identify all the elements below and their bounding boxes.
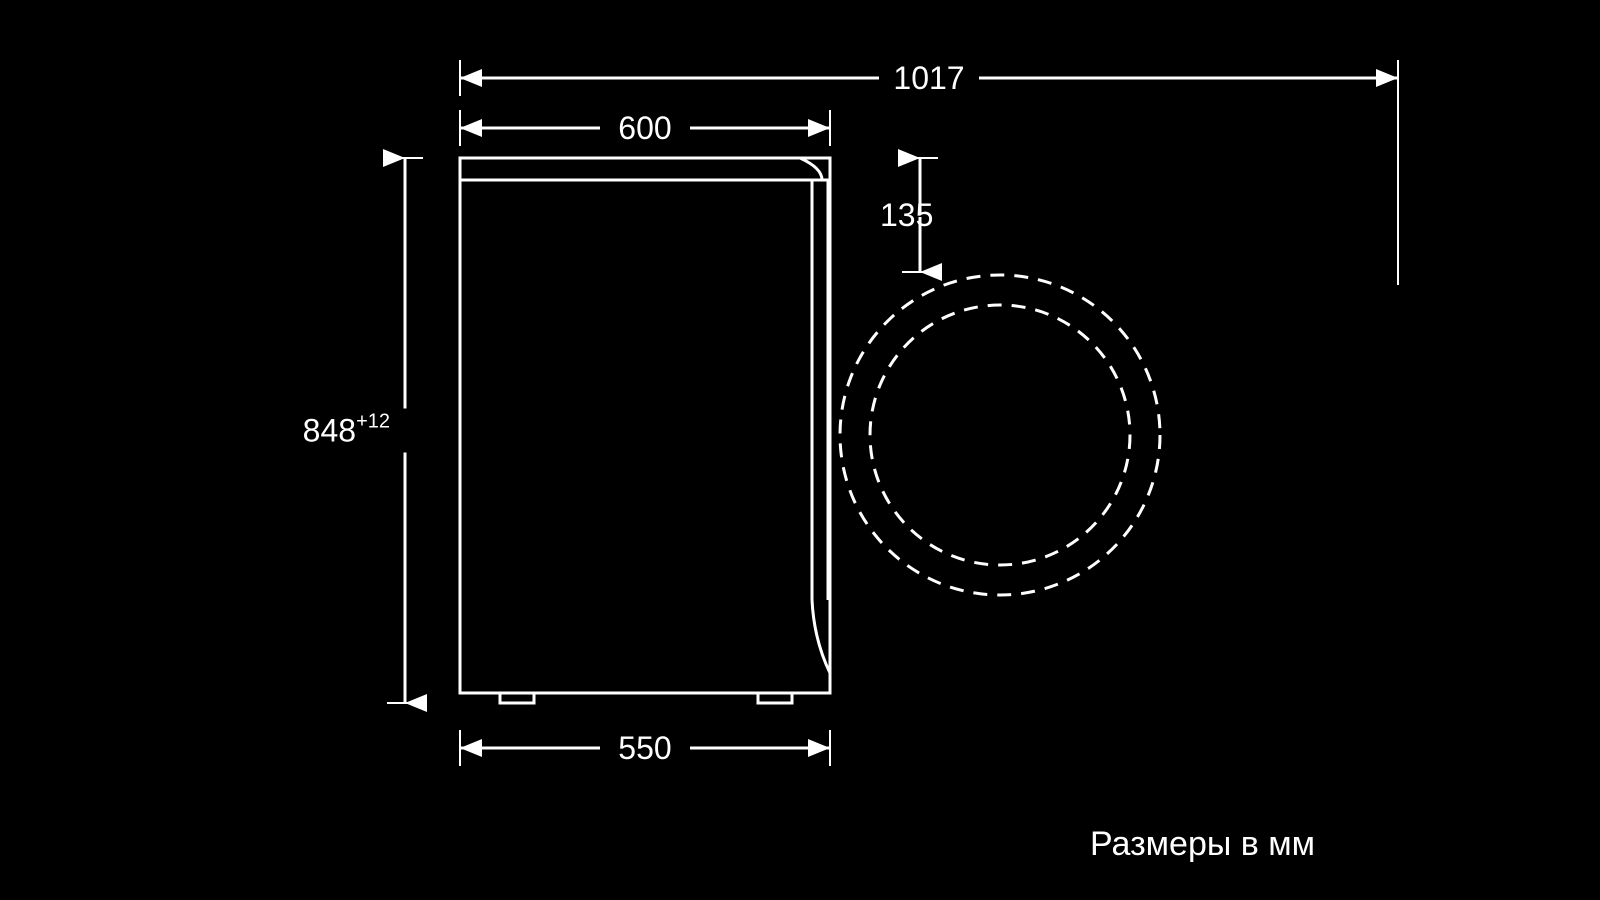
body-outer	[460, 158, 830, 693]
door-swing-inner	[870, 305, 1130, 565]
dim-600-label: 600	[618, 110, 671, 146]
dim-848-label: 848+12	[303, 411, 390, 449]
foot-left	[500, 693, 534, 703]
door-swing-outer	[840, 275, 1160, 595]
top-right-curve	[800, 158, 822, 180]
foot-right	[758, 693, 792, 703]
dim-550-label: 550	[618, 730, 671, 766]
appliance-outline	[460, 158, 1160, 703]
dimension-drawing: 1017 600 550 848+12 135 Размеры в мм	[0, 0, 1600, 900]
dimension-lines	[387, 60, 1398, 766]
units-caption: Размеры в мм	[1090, 825, 1315, 863]
dim-135-label: 135	[880, 197, 933, 233]
front-ridge-return	[812, 600, 830, 673]
dim-1017-label: 1017	[893, 60, 964, 96]
